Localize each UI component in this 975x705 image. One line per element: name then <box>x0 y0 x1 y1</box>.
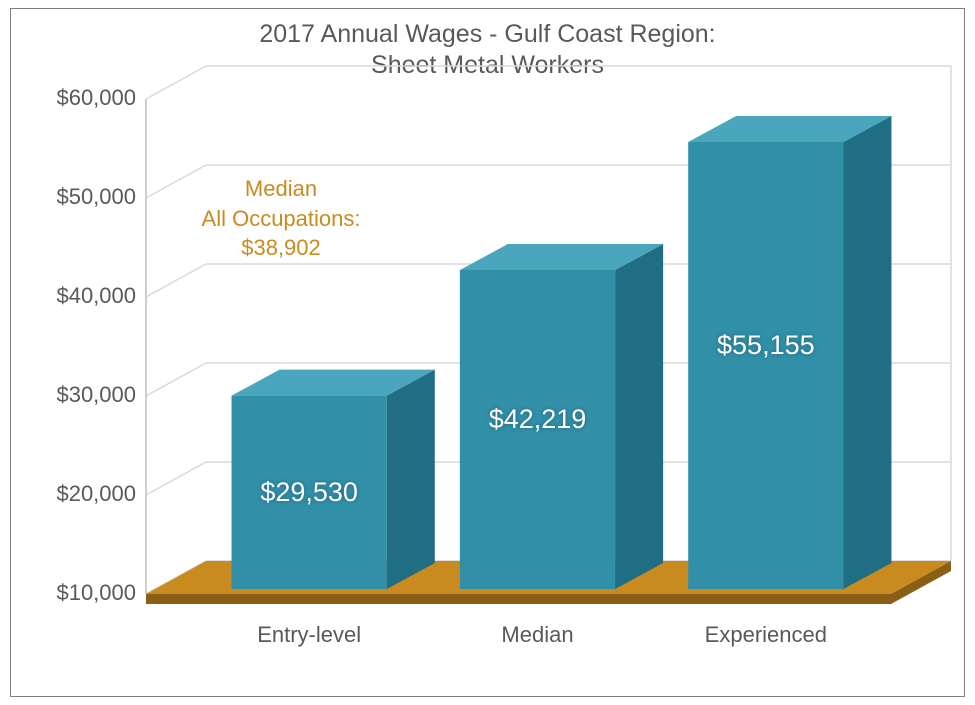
y-tick-label: $60,000 <box>26 85 136 111</box>
y-tick-label: $50,000 <box>26 184 136 210</box>
x-tick-label: Entry-level <box>209 622 409 648</box>
annotation-line2: All Occupations: <box>202 206 361 231</box>
median-all-occupations-annotation: Median All Occupations: $38,902 <box>161 174 401 263</box>
y-tick-label: $10,000 <box>26 580 136 606</box>
bar-value-label: $55,155 <box>666 330 866 361</box>
bar-value-label: $29,530 <box>209 477 409 508</box>
y-tick-label: $20,000 <box>26 481 136 507</box>
bar-value-label: $42,219 <box>438 404 638 435</box>
annotation-line1: Median <box>245 176 317 201</box>
annotation-line3: $38,902 <box>241 235 321 260</box>
y-tick-label: $30,000 <box>26 382 136 408</box>
y-tick-label: $40,000 <box>26 283 136 309</box>
x-tick-label: Experienced <box>666 622 866 648</box>
x-tick-label: Median <box>438 622 638 648</box>
chart-frame: 2017 Annual Wages - Gulf Coast Region: S… <box>10 8 965 697</box>
